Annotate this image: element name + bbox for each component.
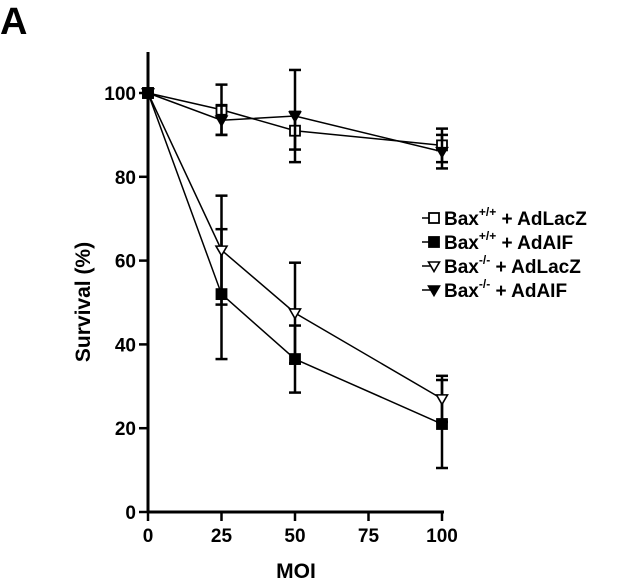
legend-label-rest: + AdLacZ (490, 257, 581, 278)
legend-item-4: Bax-/- + AdAIF (422, 277, 567, 302)
data-point (214, 245, 229, 258)
data-point (288, 308, 302, 321)
legend-label: Bax-/- + AdAIF (444, 277, 567, 302)
legend-label-base: Bax (444, 233, 479, 254)
legend-item-1: Bax+/+ + AdLacZ (422, 205, 587, 230)
y-tick-label: 60 (115, 252, 136, 273)
legend-label-superscript: +/+ (479, 205, 496, 219)
legend-label-superscript: -/- (479, 253, 490, 267)
data-point (435, 146, 449, 159)
series-4 (141, 68, 449, 170)
series-line (147, 92, 443, 425)
legend-label-rest: + AdLacZ (496, 209, 587, 230)
data-point (435, 394, 449, 406)
legend-label-base: Bax (444, 209, 479, 230)
axes: 0 20 40 60 80 100 0 25 50 75 100 (104, 52, 458, 547)
series-line (147, 92, 443, 147)
legend-label: Bax+/+ + AdLacZ (444, 205, 587, 230)
data-point (428, 212, 440, 224)
legend-label-rest: + AdAIF (496, 233, 573, 254)
y-tick-label: 0 (125, 503, 136, 524)
y-tick-label: 40 (115, 335, 136, 356)
y-tick-label: 100 (104, 84, 136, 105)
x-tick-label: 100 (426, 526, 458, 547)
data-point (427, 261, 441, 274)
series-line (147, 92, 443, 400)
y-tick-label: 80 (115, 168, 136, 189)
series-line (147, 92, 443, 153)
legend-label: Bax+/+ + AdAIF (444, 229, 573, 254)
legend-label-superscript: -/- (479, 277, 490, 291)
x-axis-title: MOI (276, 560, 316, 582)
x-tick-label: 75 (358, 526, 380, 547)
legend-item-2: Bax+/+ + AdAIF (422, 229, 573, 254)
data-point (427, 285, 441, 298)
y-tick-label: 20 (115, 419, 136, 440)
data-point (214, 115, 229, 128)
legend-item-3: Bax-/- + AdLacZ (422, 253, 581, 278)
data-point (428, 236, 440, 248)
legend-label-superscript: +/+ (479, 229, 496, 243)
legend-label: Bax-/- + AdLacZ (444, 253, 581, 278)
x-tick-label: 50 (284, 526, 305, 547)
legend-label-rest: + AdAIF (490, 281, 567, 302)
data-point (141, 88, 155, 101)
x-tick-label: 25 (211, 526, 233, 547)
legend-label-base: Bax (444, 257, 479, 278)
data-point (288, 111, 302, 124)
legend-label-base: Bax (444, 281, 479, 302)
y-axis-title: Survival (%) (72, 242, 95, 362)
series-layer (141, 68, 449, 470)
panel-label: A (0, 1, 27, 43)
x-tick-label: 0 (143, 526, 154, 547)
